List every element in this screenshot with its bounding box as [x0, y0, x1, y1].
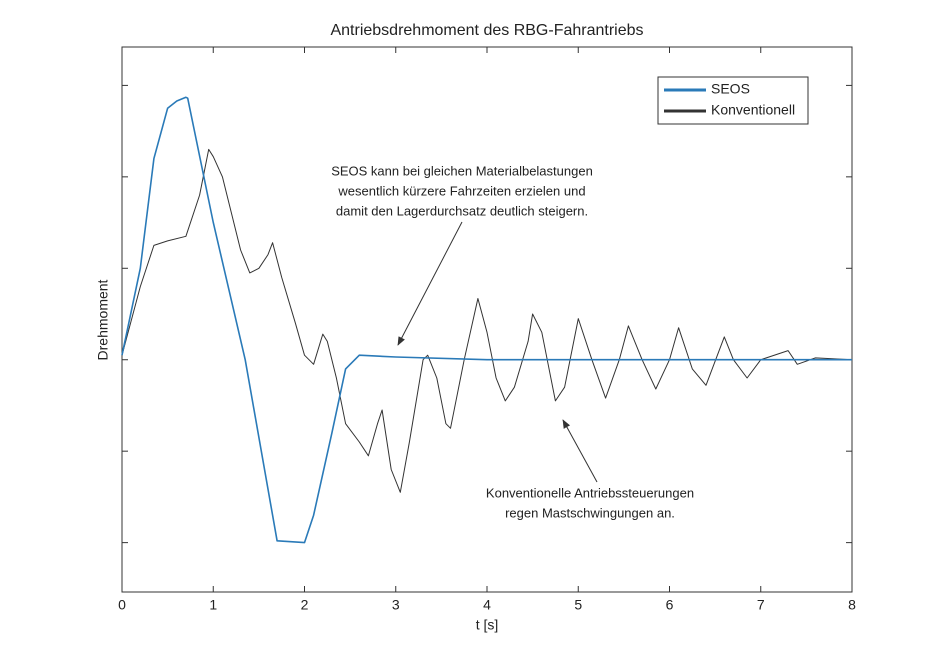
annotation-arrow [562, 419, 598, 483]
x-tick-label: 4 [483, 597, 491, 613]
annotation: regen Mastschwingungen an. [505, 505, 675, 520]
annotation: Konventionelle Antriebssteuerungen [486, 485, 694, 500]
chart-title: Antriebsdrehmoment des RBG-Fahrantriebs [330, 22, 643, 39]
x-tick-label: 6 [666, 597, 674, 613]
legend-label: Konventionell [711, 102, 795, 118]
x-tick-label: 3 [392, 597, 400, 613]
x-axis-label: t [s] [476, 617, 499, 633]
series-line [121, 148, 853, 493]
legend-box [657, 76, 809, 125]
legend-label: SEOS [711, 81, 750, 97]
x-tick-label: 1 [209, 597, 217, 613]
series-line [121, 96, 852, 544]
x-tick-label: 5 [574, 597, 582, 613]
annotation: SEOS kann bei gleichen Materialbelastung… [331, 163, 593, 178]
annotation-arrow [397, 221, 463, 346]
annotation: wesentlich kürzere Fahrzeiten erzielen u… [337, 183, 585, 198]
annotation: damit den Lagerdurchsatz deutlich steige… [336, 203, 588, 218]
x-tick-label: 2 [301, 597, 309, 613]
x-tick-label: 7 [757, 597, 765, 613]
legend: SEOS Konventionell [657, 76, 809, 125]
x-tick-label: 0 [118, 597, 126, 613]
y-axis-label: Drehmoment [95, 279, 111, 360]
x-tick-label: 8 [848, 597, 856, 613]
